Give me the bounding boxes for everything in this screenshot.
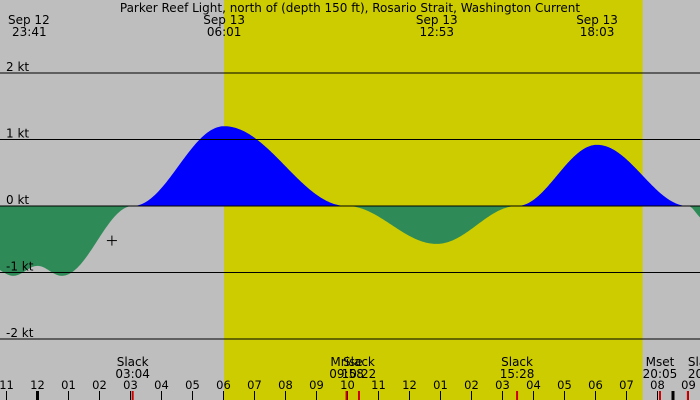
ebb-area-0 [0, 206, 132, 276]
event-time-4: 20:05 [643, 367, 678, 381]
hour-label-1: 12 [30, 378, 45, 392]
event-tick-5 [686, 391, 689, 400]
hour-label-10: 09 [309, 378, 324, 392]
hour-label-13: 12 [402, 378, 417, 392]
event-time-2: 10:22 [342, 367, 377, 381]
hour-label-16: 03 [495, 378, 510, 392]
flood-area-3 [517, 144, 687, 206]
hour-label-21: 08 [650, 378, 665, 392]
event-time-1: 09:58 [329, 367, 364, 381]
peak-time-0: 23:41 [12, 25, 47, 39]
chart-title: Parker Reef Light, north of (depth 150 f… [120, 1, 581, 15]
midnight-tick-0 [36, 391, 39, 400]
event-name-3: Slack [501, 355, 533, 369]
y-tick-label: -2 kt [6, 326, 34, 340]
midnight-tick-1 [671, 391, 675, 400]
hour-label-5: 04 [154, 378, 169, 392]
peak-date-3: Sep 13 [576, 13, 618, 27]
hour-label-22: 09 [681, 378, 696, 392]
event-tick-4 [658, 391, 661, 400]
event-time-3: 15:28 [500, 367, 535, 381]
plus-marker [106, 235, 117, 246]
event-tick-1 [345, 391, 348, 400]
peak-date-2: Sep 13 [416, 13, 458, 27]
hour-label-19: 06 [588, 378, 603, 392]
event-name-5: Slack [688, 355, 700, 369]
grid-lines: 2 kt 1 kt 0 kt -1 kt -2 kt [0, 60, 700, 340]
hour-label-0: 11 [0, 378, 14, 392]
hour-label-14: 01 [433, 378, 448, 392]
peak-time-2: 12:53 [419, 25, 454, 39]
y-tick-label: 1 kt [6, 127, 29, 141]
current-areas [0, 126, 700, 276]
event-name-4: Mset [646, 355, 675, 369]
event-name-0: Slack [117, 355, 149, 369]
event-labels: Slack03:04Mrise09:58Slack10:22Slack15:28… [115, 355, 700, 381]
peak-date-1: Sep 13 [203, 13, 245, 27]
event-name-1: Mrise [330, 355, 362, 369]
hour-label-7: 06 [216, 378, 231, 392]
event-tick-2 [357, 391, 360, 400]
hour-label-20: 07 [619, 378, 634, 392]
hour-label-12: 11 [371, 378, 386, 392]
event-time-0: 03:04 [115, 367, 150, 381]
peak-date-0: Sep 12 [8, 13, 50, 27]
peak-time-1: 06:01 [207, 25, 242, 39]
event-time-5: 20:59 [688, 367, 700, 381]
event-tick-0 [131, 391, 134, 400]
y-tick-label: 2 kt [6, 60, 29, 74]
hour-axis: 11 12 01 02 03 04 05 06 07 08 09 10 11 12 01 02 03 04 05 06… [0, 378, 696, 400]
hour-label-11: 10 [340, 378, 355, 392]
hour-label-18: 05 [557, 378, 572, 392]
hour-label-4: 03 [123, 378, 138, 392]
hour-label-2: 01 [61, 378, 76, 392]
hour-label-3: 02 [92, 378, 107, 392]
ebb-area-4 [687, 205, 700, 218]
hour-label-8: 07 [247, 378, 262, 392]
hour-label-9: 08 [278, 378, 293, 392]
hour-label-15: 02 [464, 378, 479, 392]
y-tick-label: 0 kt [6, 193, 29, 207]
ebb-area-2 [346, 206, 517, 244]
event-name-2: Slack [343, 355, 375, 369]
peak-time-3: 18:03 [580, 25, 615, 39]
flood-area-1 [132, 126, 346, 207]
y-tick-label: -1 kt [6, 260, 34, 274]
hour-label-17: 04 [526, 378, 541, 392]
event-tick-3 [516, 391, 519, 400]
hour-label-6: 05 [185, 378, 200, 392]
